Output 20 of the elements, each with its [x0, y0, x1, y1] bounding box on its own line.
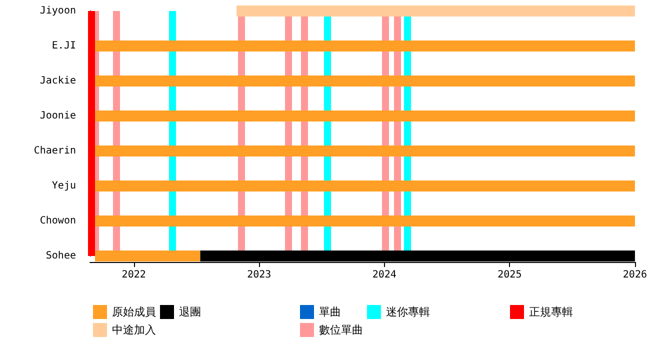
- x-tick-label: 2024: [372, 270, 396, 280]
- legend-label: 原始成員: [112, 306, 156, 318]
- y-tick-label: E.JI: [52, 40, 76, 52]
- y-tick-label: Chowon: [40, 216, 76, 226]
- legend-label: 中途加入: [112, 324, 156, 336]
- x-tick-label: 2026: [622, 270, 648, 280]
- y-tick-label: Jiyoon: [40, 6, 76, 16]
- y-tick-label: Yeju: [52, 180, 76, 192]
- y-tick-label: Sohee: [46, 250, 76, 262]
- x-tick-label: 2025: [498, 270, 522, 280]
- legend-label: 迷你專輯: [386, 306, 430, 318]
- y-tick-label: Chaerin: [34, 146, 76, 156]
- y-tick-label: Joonie: [40, 110, 76, 122]
- x-tick-label: 2022: [122, 270, 146, 280]
- legend-label: 單曲: [319, 306, 341, 318]
- legend-label: 退團: [179, 306, 201, 318]
- y-tick-label: Jackie: [40, 76, 76, 86]
- x-tick-label: 2023: [247, 270, 272, 280]
- legend-label: 數位單曲: [319, 324, 363, 336]
- legend-label: 正規專輯: [529, 306, 573, 318]
